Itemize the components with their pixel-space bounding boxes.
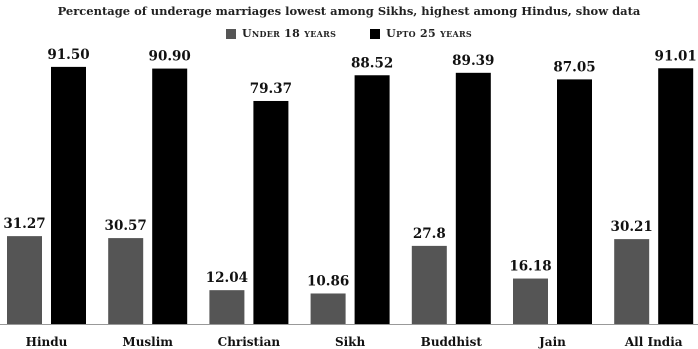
bar-under-18-hindu: [7, 236, 42, 324]
data-label-upto-25-jain: 87.05: [553, 59, 595, 75]
data-label-upto-25-christian: 79.37: [250, 81, 292, 97]
data-label-upto-25-buddhist: 89.39: [452, 53, 494, 69]
data-label-under-18-sikh: 10.86: [307, 273, 349, 289]
category-label-sikh: Sikh: [335, 335, 366, 349]
chart-legend: Under 18 years Upto 25 years: [0, 27, 698, 40]
bar-under-18-buddhist: [411, 245, 447, 324]
bar-upto-25-muslim: [152, 68, 188, 324]
data-label-upto-25-all-india: 91.01: [655, 48, 697, 64]
legend-item-upto-25: Upto 25 years: [370, 27, 472, 40]
category-label-jain: Jain: [538, 335, 566, 349]
data-label-under-18-muslim: 30.57: [105, 218, 147, 234]
bar-upto-25-christian: [253, 100, 289, 324]
data-label-under-18-christian: 12.04: [206, 270, 248, 286]
data-label-upto-25-hindu: 91.50: [47, 47, 89, 63]
bar-under-18-all-india: [614, 239, 650, 324]
data-label-upto-25-sikh: 88.52: [351, 55, 393, 71]
bar-upto-25-hindu: [51, 66, 86, 324]
bar-upto-25-sikh: [354, 75, 390, 325]
legend-label-upto-25: Upto 25 years: [386, 27, 473, 40]
bar-under-18-muslim: [108, 238, 144, 324]
category-label-muslim: Muslim: [122, 335, 173, 349]
data-label-under-18-all-india: 30.21: [611, 219, 653, 235]
category-label-buddhist: Buddhist: [421, 335, 483, 349]
legend-swatch-upto-25: [370, 28, 381, 39]
data-label-under-18-buddhist: 27.8: [413, 226, 446, 242]
bar-under-18-christian: [209, 290, 245, 324]
legend-swatch-under-18: [225, 28, 236, 39]
bar-under-18-sikh: [310, 293, 346, 324]
data-label-under-18-jain: 16.18: [509, 259, 551, 275]
category-label-all-india: All India: [624, 335, 683, 349]
data-label-under-18-hindu: 31.27: [3, 216, 45, 232]
legend-label-under-18: Under 18 years: [241, 27, 337, 40]
bar-upto-25-jain: [557, 79, 592, 325]
legend-item-under-18: Under 18 years: [225, 27, 337, 40]
category-label-christian: Christian: [218, 335, 281, 349]
data-label-upto-25-muslim: 90.90: [149, 49, 191, 65]
category-label-hindu: Hindu: [26, 335, 68, 349]
bar-upto-25-buddhist: [455, 72, 491, 324]
bar-upto-25-all-india: [658, 68, 694, 324]
chart-subtitle: Percentage of underage marriages lowest …: [57, 4, 641, 18]
bar-under-18-jain: [513, 278, 548, 324]
